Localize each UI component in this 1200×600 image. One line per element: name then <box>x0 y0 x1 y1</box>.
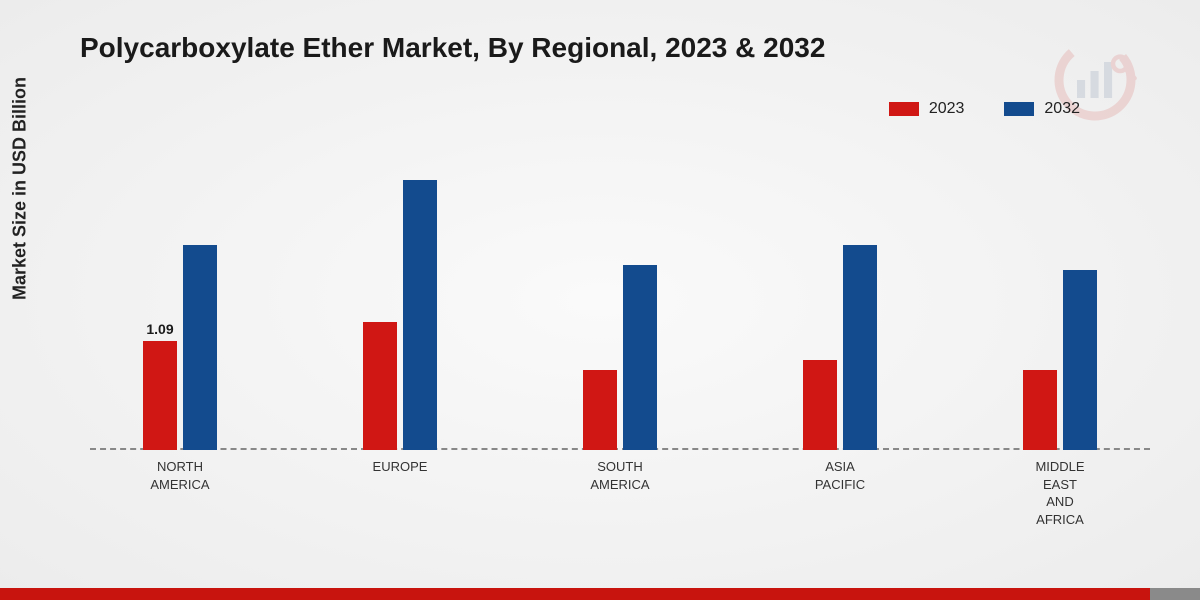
x-axis-label: SOUTH AMERICA <box>560 458 680 493</box>
bar-group <box>560 150 680 450</box>
bar-group <box>1000 150 1120 450</box>
footer-grey <box>1150 588 1200 600</box>
bar-2032 <box>623 265 657 450</box>
legend-label-2032: 2032 <box>1044 100 1080 118</box>
bar-2023 <box>583 370 617 450</box>
chart-title: Polycarboxylate Ether Market, By Regiona… <box>80 32 825 64</box>
x-axis-label: MIDDLE EAST AND AFRICA <box>1000 458 1120 528</box>
bar-2023 <box>803 360 837 450</box>
bar-group <box>340 150 460 450</box>
y-axis-label: Market Size in USD Billion <box>10 77 31 300</box>
bar-group: 1.09 <box>120 150 240 450</box>
bar-2032 <box>1063 270 1097 450</box>
x-axis-labels: NORTH AMERICA EUROPE SOUTH AMERICA ASIA PAC… <box>90 458 1150 538</box>
bar-2023 <box>363 322 397 450</box>
chart-plot-area: 1.09 <box>90 150 1150 450</box>
x-axis-label: NORTH AMERICA <box>120 458 240 493</box>
footer-red <box>0 588 1150 600</box>
bar-2032 <box>403 180 437 450</box>
x-axis-label: EUROPE <box>340 458 460 476</box>
legend-swatch-2032 <box>1004 102 1034 116</box>
bar-group <box>780 150 900 450</box>
bar-2023 <box>1023 370 1057 450</box>
legend-item-2032: 2032 <box>1004 100 1080 118</box>
legend: 2023 2032 <box>889 100 1080 118</box>
bar-2032 <box>843 245 877 450</box>
legend-label-2023: 2023 <box>929 100 965 118</box>
bar-2023 <box>143 341 177 450</box>
footer-bar <box>0 588 1200 600</box>
legend-swatch-2023 <box>889 102 919 116</box>
bar-value-label: 1.09 <box>135 321 185 337</box>
bar-2032 <box>183 245 217 450</box>
x-axis-label: ASIA PACIFIC <box>780 458 900 493</box>
legend-item-2023: 2023 <box>889 100 965 118</box>
